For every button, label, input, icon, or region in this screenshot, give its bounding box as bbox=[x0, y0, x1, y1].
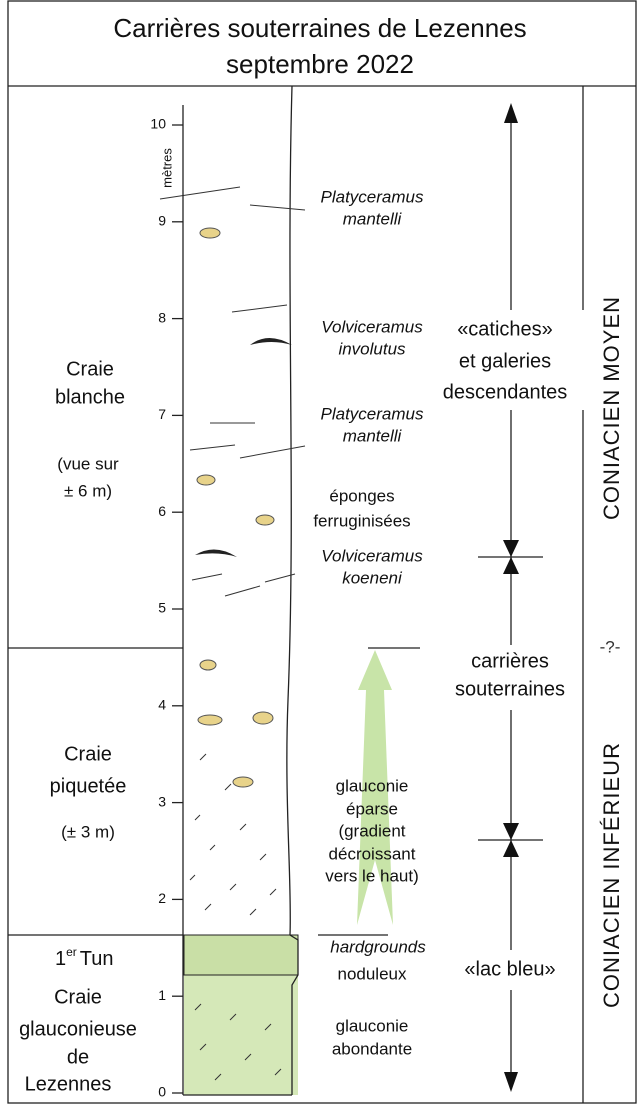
fossil-label: Volviceramus bbox=[321, 317, 423, 336]
fossil-label: Platyceramus bbox=[321, 187, 424, 206]
fossil-label: mantelli bbox=[343, 209, 403, 228]
level-label: et galeries bbox=[459, 350, 551, 372]
fossil-label: ferruginisées bbox=[313, 511, 410, 530]
facies-label: décroissant bbox=[329, 844, 416, 863]
tick-label: 4 bbox=[158, 697, 166, 713]
tick-label: 8 bbox=[158, 309, 166, 325]
fossil-label: mantelli bbox=[343, 426, 403, 445]
axis-ticks: 0 1 2 3 4 5 6 7 8 9 10 bbox=[150, 116, 183, 1100]
unit-label: Craie bbox=[66, 358, 114, 380]
unit-note: (vue sur bbox=[57, 454, 119, 473]
tick-label: 9 bbox=[158, 213, 166, 229]
tick-label: 7 bbox=[158, 406, 166, 422]
tun-name: Tun bbox=[80, 948, 114, 970]
unit-note: (± 3 m) bbox=[61, 822, 115, 841]
unit-note: ± 6 m) bbox=[64, 481, 112, 500]
unit-label: Lezennes bbox=[25, 1073, 112, 1095]
inoceramus bbox=[160, 187, 305, 596]
level-label: «catiches» bbox=[457, 318, 553, 340]
tick-label: 0 bbox=[158, 1084, 166, 1100]
unit-label: glauconieuse bbox=[19, 1018, 137, 1040]
title: septembre 2022 bbox=[226, 49, 414, 79]
stage-label: CONIACIEN MOYEN bbox=[599, 296, 624, 520]
tun-sup: er bbox=[66, 945, 77, 959]
diagram: Carrières souterraines de Lezennes septe… bbox=[0, 0, 638, 1104]
level-label: «lac bleu» bbox=[464, 958, 555, 980]
fossil-label: Platyceramus bbox=[321, 404, 424, 423]
tick-label: 1 bbox=[158, 987, 166, 1003]
tick-label: 2 bbox=[158, 890, 166, 906]
fossil-label: éponges bbox=[329, 486, 394, 505]
stage-label: CONIACIEN INFÉRIEUR bbox=[599, 742, 624, 1008]
annotations: Platyceramus mantelli Volviceramus invol… bbox=[313, 187, 426, 1058]
unit-label: Craie bbox=[64, 743, 112, 765]
tun-number: 1 bbox=[55, 948, 66, 970]
tick-label: 10 bbox=[150, 116, 166, 132]
tick-label: 5 bbox=[158, 600, 166, 616]
facies-label: éparse bbox=[346, 799, 398, 818]
level-arrow bbox=[425, 103, 585, 1092]
fossil-label: Volviceramus bbox=[321, 546, 423, 565]
facies-label: glauconie bbox=[336, 776, 409, 795]
facies-label: vers le haut) bbox=[325, 866, 419, 885]
fossil-label: involutus bbox=[338, 339, 406, 358]
facies-label: (gradient bbox=[338, 821, 405, 840]
column bbox=[160, 86, 305, 1095]
tick-label: 3 bbox=[158, 793, 166, 809]
level-label: descendantes bbox=[443, 381, 568, 403]
facies-label: hardgrounds bbox=[330, 937, 426, 956]
level-label: carrières bbox=[471, 650, 549, 672]
level-label: souterraines bbox=[455, 678, 565, 700]
facies-label: abondante bbox=[332, 1039, 412, 1058]
stage-boundary: -?- bbox=[600, 637, 621, 656]
facies-label: glauconie bbox=[336, 1016, 409, 1035]
axis-unit: mètres bbox=[159, 148, 174, 188]
hardground bbox=[184, 935, 298, 975]
title: Carrières souterraines de Lezennes bbox=[113, 13, 526, 43]
facies-label: noduleux bbox=[337, 964, 407, 983]
unit-label: piquetée bbox=[50, 775, 127, 797]
unit-label: Craie bbox=[54, 986, 102, 1008]
unit-label: de bbox=[67, 1046, 89, 1068]
fossil-label: koeneni bbox=[342, 568, 403, 587]
unit-label: blanche bbox=[55, 386, 125, 408]
tick-label: 6 bbox=[158, 503, 166, 519]
